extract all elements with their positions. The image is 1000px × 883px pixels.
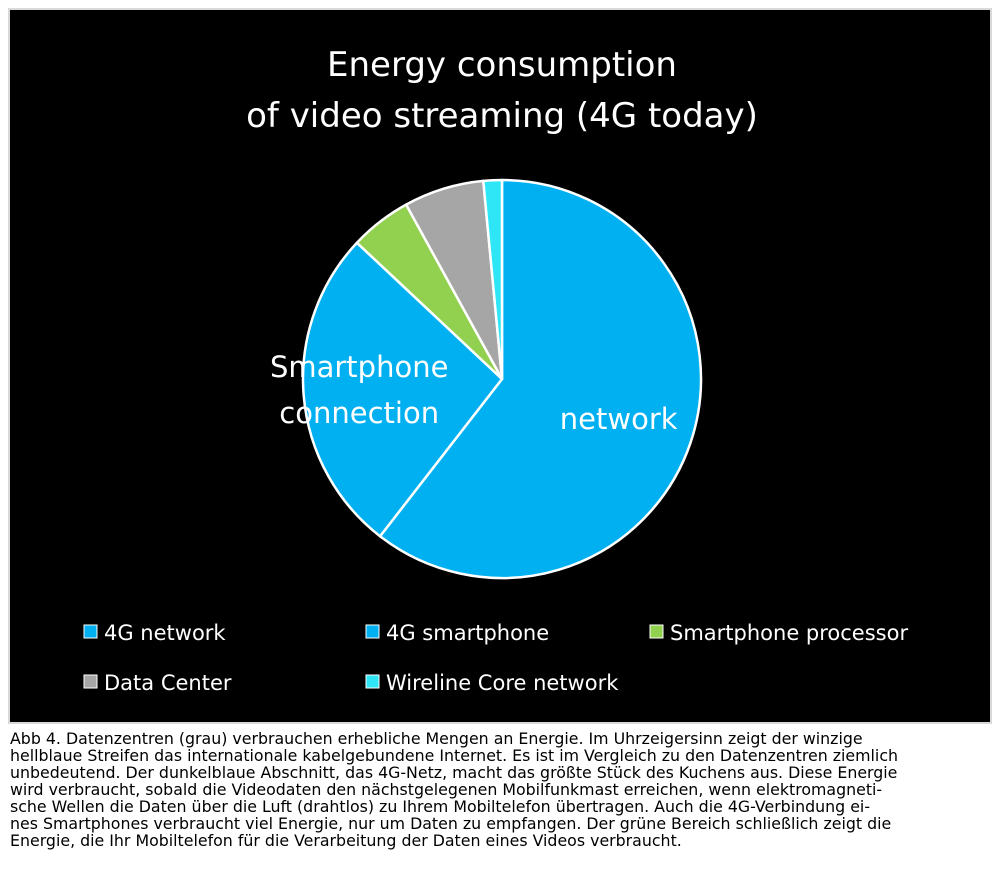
legend-swatch xyxy=(365,674,380,689)
slice-label-line: network xyxy=(560,402,678,436)
legend-item-smartphone-processor: Smartphone processor xyxy=(649,621,908,645)
caption-line: wird verbraucht, sobald die Videodaten d… xyxy=(10,780,883,799)
caption-line: hellblaue Streifen das internationale ka… xyxy=(10,746,899,765)
legend-label: Smartphone processor xyxy=(670,621,908,645)
caption-line: nes Smartphones verbraucht viel Energie,… xyxy=(10,814,892,833)
slice-label-4g-network: network xyxy=(560,402,678,436)
legend-item-4g-smartphone: 4G smartphone xyxy=(365,621,549,645)
legend-item-wireline-core-network: Wireline Core network xyxy=(365,671,619,695)
chart-title-line-1: Energy consumption xyxy=(327,45,677,85)
legend-swatch xyxy=(83,674,98,689)
legend-label: 4G smartphone xyxy=(386,621,549,645)
slice-label-line: connection xyxy=(279,396,439,430)
chart-figure: Energy consumption of video streaming (4… xyxy=(8,8,992,724)
pie-slice-4g-smartphone xyxy=(301,241,504,538)
pie-slice-4g-network xyxy=(378,178,703,580)
legend-swatch xyxy=(365,624,380,639)
legend-item-data-center: Data Center xyxy=(83,671,232,695)
pie-slice-wireline-core-network xyxy=(482,178,504,381)
caption-line: Abb 4. Datenzentren (grau) verbrauchen e… xyxy=(10,729,863,748)
legend-label: Data Center xyxy=(104,671,232,695)
caption-line: sche Wellen die Daten über die Luft (dra… xyxy=(10,797,871,816)
slice-label-4g-smartphone: Smartphone connection xyxy=(270,350,448,430)
pie-slices xyxy=(301,178,703,580)
slice-label-line: Smartphone xyxy=(270,350,448,384)
caption-line: unbedeutend. Der dunkelblaue Abschnitt, … xyxy=(10,763,898,782)
slice-labels: network Smartphone connection xyxy=(270,350,678,436)
caption-line: Energie, die Ihr Mobiltelefon für die Ve… xyxy=(10,831,682,850)
chart-title-line-2: of video streaming (4G today) xyxy=(246,96,758,136)
figure-caption: Abb 4. Datenzentren (grau) verbrauchen e… xyxy=(10,730,992,849)
chart-legend: 4G network 4G smartphone Smartphone proces… xyxy=(83,621,908,695)
legend-swatch xyxy=(83,624,98,639)
legend-swatch xyxy=(649,624,664,639)
legend-item-4g-network: 4G network xyxy=(83,621,226,645)
legend-label: Wireline Core network xyxy=(386,671,619,695)
legend-label: 4G network xyxy=(104,621,226,645)
pie-chart: Energy consumption of video streaming (4… xyxy=(83,45,908,695)
